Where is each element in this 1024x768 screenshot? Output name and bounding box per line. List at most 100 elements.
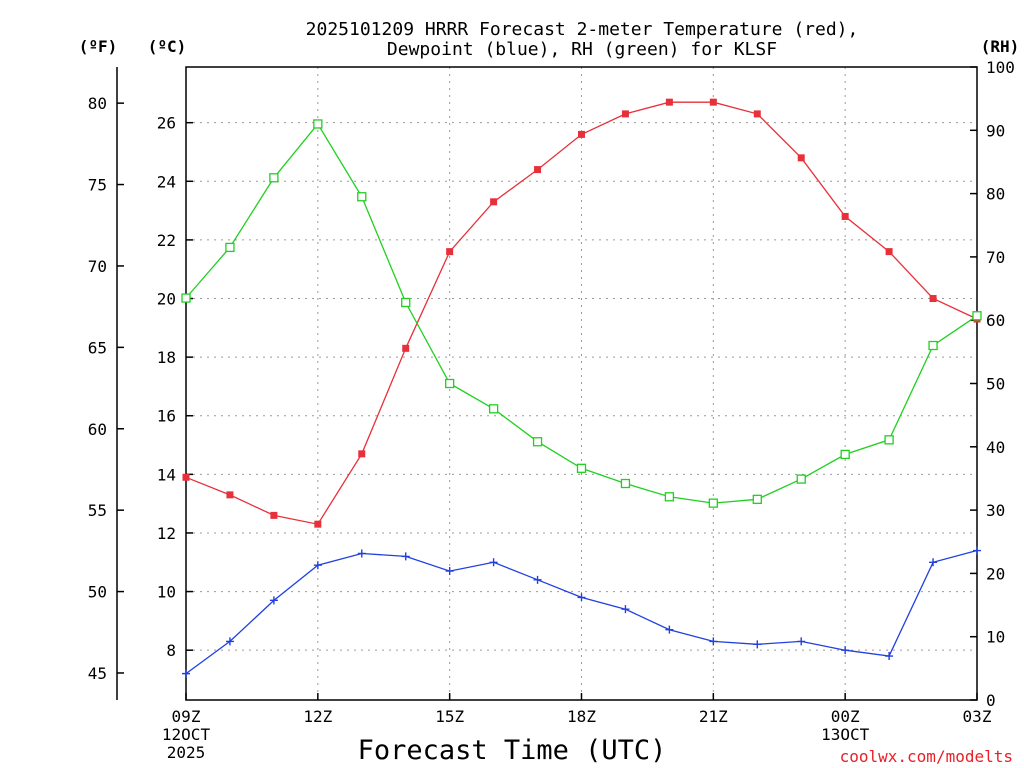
rh-point (532, 437, 543, 447)
x-tick-label: 15Z (435, 707, 464, 726)
dewpoint-point (753, 640, 762, 649)
temperature-point (182, 473, 190, 481)
rh-point (181, 293, 191, 303)
x-tick-label: 13OCT (821, 725, 870, 744)
fahrenheit-tick-label: 55 (88, 501, 107, 520)
dewpoint-point (929, 558, 938, 567)
rh-tick-label: 20 (986, 564, 1005, 583)
dewpoint-point (401, 552, 410, 561)
rh-tick-label: 60 (986, 311, 1005, 330)
rh-point (972, 311, 982, 321)
rh-tick-label: 50 (986, 375, 1005, 394)
temperature-point (490, 198, 498, 206)
celsius-tick-label: 16 (157, 407, 176, 426)
temperature-point (534, 166, 542, 174)
fahrenheit-tick-label: 70 (88, 257, 107, 276)
temperature-point (841, 212, 849, 220)
dewpoint-point (533, 575, 542, 584)
celsius-tick-label: 12 (157, 524, 176, 543)
dewpoint-point (489, 558, 498, 567)
fahrenheit-unit-label: (ºF) (79, 37, 118, 56)
chart-title-line-1: 2025101209 HRRR Forecast 2-meter Tempera… (306, 19, 859, 40)
temperature-point (578, 130, 585, 138)
celsius-tick-label: 26 (157, 114, 176, 133)
rh-point (445, 378, 455, 389)
rh-tick-label: 10 (986, 628, 1005, 647)
celsius-tick-label: 20 (157, 290, 176, 309)
rh-unit-label: (RH) (981, 37, 1020, 56)
dewpoint-point (973, 546, 981, 555)
rh-tick-label: 40 (986, 438, 1005, 457)
fahrenheit-tick-label: 80 (88, 94, 107, 113)
rh-point (488, 404, 499, 414)
celsius-unit-label: (ºC) (148, 37, 187, 56)
temperature-point (929, 295, 937, 303)
temperature-point (665, 98, 673, 106)
x-axis-title: Forecast Time (UTC) (358, 735, 667, 766)
rh-point (313, 119, 323, 129)
rh-point (840, 449, 850, 460)
rh-point (576, 463, 587, 473)
x-tick-label: 21Z (699, 707, 728, 726)
rh-point (664, 492, 675, 502)
rh-point (708, 498, 718, 508)
temperature-point (446, 248, 454, 256)
rh-point (401, 297, 411, 308)
dewpoint-point (577, 593, 586, 602)
temperature-point (797, 154, 805, 162)
data-series (181, 98, 982, 678)
rh-tick-label: 80 (986, 185, 1005, 204)
dewpoint-point (225, 637, 234, 646)
rh-point (225, 242, 235, 253)
temperature-point (314, 520, 322, 528)
dewpoint-point (269, 596, 278, 605)
dewpoint-point (797, 637, 806, 646)
celsius-tick-label: 18 (157, 348, 176, 367)
dewpoint-point (841, 646, 850, 655)
x-tick-label: 18Z (567, 707, 596, 726)
fahrenheit-tick-label: 75 (88, 176, 107, 195)
x-tick-label: 2025 (167, 743, 206, 762)
x-tick-label: 03Z (963, 707, 992, 726)
rh-point (884, 435, 894, 445)
dewpoint-point (665, 625, 674, 634)
dewpoint-series (182, 546, 981, 678)
rh-tick-label: 100 (986, 58, 1015, 77)
rh-tick-label: 30 (986, 501, 1005, 520)
x-tick-label: 00Z (831, 707, 860, 726)
rh-point (269, 173, 279, 183)
rh-point (357, 192, 367, 202)
temperature-point (885, 248, 893, 256)
x-tick-label: 12OCT (162, 725, 211, 744)
temperature-point (358, 450, 366, 458)
dewpoint-point (621, 605, 630, 614)
dewpoint-point (709, 637, 718, 646)
dewpoint-point (313, 561, 322, 570)
rh-point (620, 478, 631, 489)
celsius-tick-label: 24 (157, 172, 176, 191)
celsius-tick-label: 10 (157, 583, 176, 602)
celsius-tick-label: 22 (157, 231, 176, 250)
dewpoint-point (357, 549, 366, 558)
tick-labels: 8 10 12 14 16 18 20 22 24 26 45 50 55 60 65 70 75 80 0 10 20… (88, 58, 1015, 762)
temperature-point (270, 511, 278, 519)
dewpoint-point (445, 567, 454, 576)
fahrenheit-tick-label: 60 (88, 420, 107, 439)
rh-tick-label: 70 (986, 248, 1005, 267)
credit-text: coolwx.com/modelts (840, 747, 1013, 766)
celsius-tick-label: 14 (157, 465, 176, 484)
temperature-point (402, 344, 410, 352)
fahrenheit-tick-label: 50 (88, 583, 107, 602)
rh-point (752, 494, 762, 504)
fahrenheit-tick-label: 45 (88, 664, 107, 683)
temperature-point (621, 110, 629, 118)
dewpoint-point (182, 669, 190, 678)
dewpoint-point (885, 652, 894, 661)
celsius-tick-label: 8 (166, 641, 176, 660)
temperature-point (753, 110, 761, 118)
rh-tick-label: 0 (986, 691, 996, 710)
temperature-point (226, 491, 234, 499)
rh-point (796, 474, 806, 484)
x-tick-label: 09Z (172, 707, 201, 726)
rh-point (928, 340, 938, 351)
